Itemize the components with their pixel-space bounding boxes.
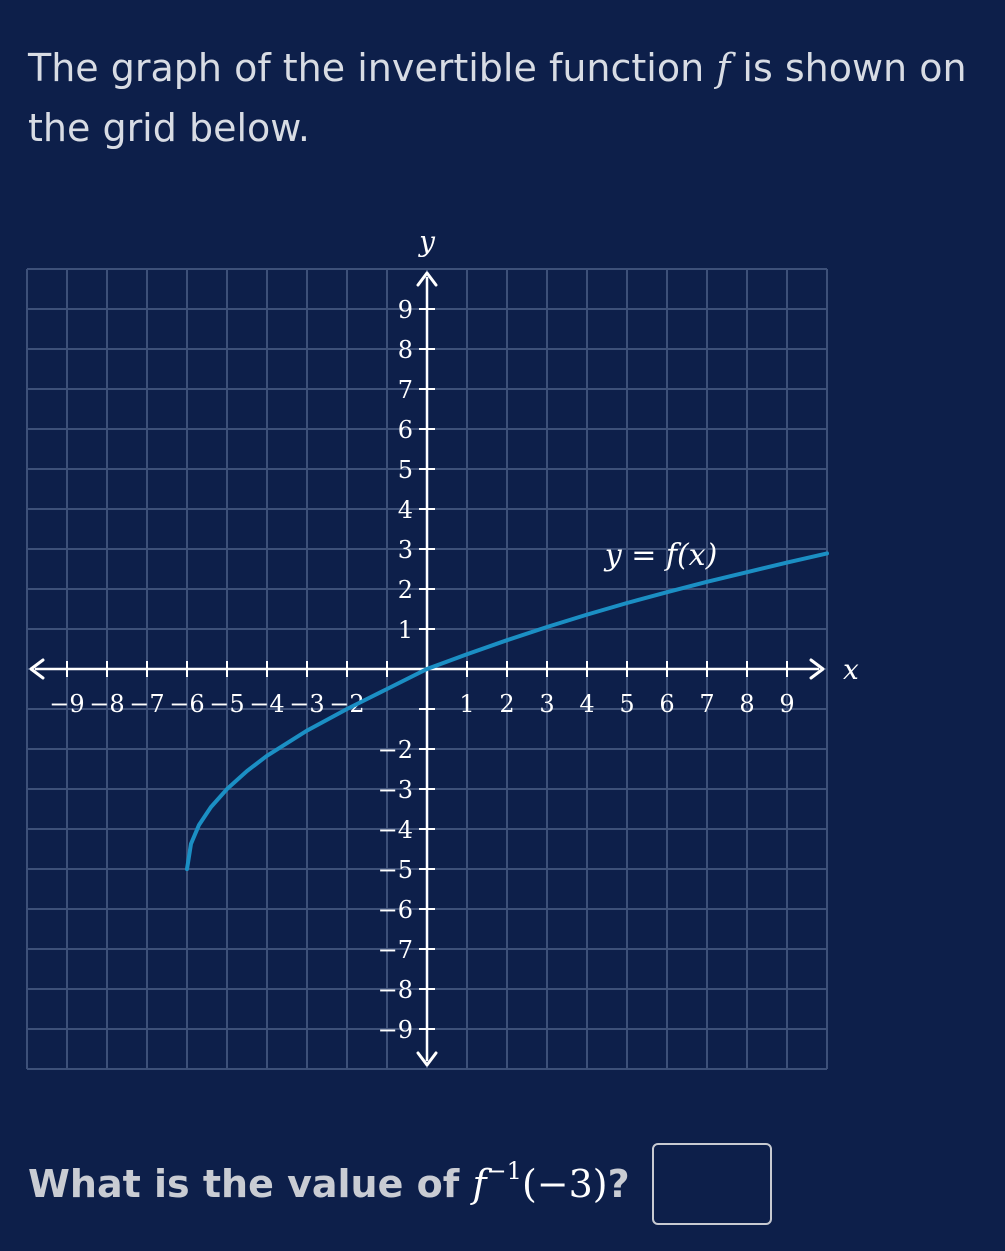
y-tick-label: −6 <box>378 896 413 924</box>
function-curve <box>185 551 829 871</box>
x-tick-label: −6 <box>169 690 204 718</box>
prompt-text-before: What is the value of <box>28 1162 473 1206</box>
x-tick-label: −4 <box>249 690 284 718</box>
answer-input[interactable] <box>651 1143 772 1225</box>
y-tick-label: 6 <box>398 416 413 444</box>
question-prompt: What is the value of f−1(−3)? <box>28 1159 630 1206</box>
y-tick-label: −2 <box>378 736 413 764</box>
y-tick-label: 4 <box>398 496 413 524</box>
y-tick-label: 2 <box>398 576 413 604</box>
y-tick-label: 9 <box>398 296 413 324</box>
y-axis-label: y <box>417 225 436 258</box>
prompt-row: What is the value of f−1(−3)? <box>28 1140 772 1228</box>
x-axis-arrow-right <box>809 658 825 680</box>
y-tick-label: 1 <box>398 616 413 644</box>
x-tick-label: 7 <box>699 690 714 718</box>
prompt-exponent: −1 <box>486 1157 522 1185</box>
x-tick-label: −5 <box>209 690 244 718</box>
x-tick-label: 4 <box>579 690 594 718</box>
x-tick-label: 5 <box>619 690 634 718</box>
y-tick-label: −5 <box>378 856 413 884</box>
x-tick-label: 9 <box>779 690 794 718</box>
x-axis-label: x <box>843 653 859 686</box>
y-axis-arrow-down <box>416 1051 438 1067</box>
prompt-argument: (−3) <box>521 1162 608 1206</box>
inverse-expression: f−1(−3) <box>472 1159 608 1206</box>
y-tick-label: −9 <box>378 1016 413 1044</box>
y-tick-label: −8 <box>378 976 413 1004</box>
prompt-text-after: ? <box>607 1162 630 1206</box>
x-axis-arrow-left <box>29 658 45 680</box>
question-intro: The graph of the invertible function f i… <box>28 38 998 158</box>
y-axis-arrow-up <box>416 271 438 287</box>
y-tick-label: −4 <box>378 816 413 844</box>
x-tick-label: −8 <box>89 690 124 718</box>
function-graph: −9 −8 −7 −6 −5 −4 −3 −2 1 2 3 4 5 6 7 8 9987654321−2−3−4… <box>26 225 859 1070</box>
y-tick-label: 5 <box>398 456 413 484</box>
y-tick-label: −7 <box>378 936 413 964</box>
prompt-function-name: f <box>472 1162 487 1206</box>
x-tick-label: −3 <box>289 690 324 718</box>
x-tick-label: 2 <box>499 690 514 718</box>
x-tick-label: −9 <box>49 690 84 718</box>
x-tick-label: 1 <box>459 690 474 718</box>
curve-label: y = f(x) <box>603 538 718 573</box>
tick-marks <box>66 308 788 1030</box>
y-tick-label: 7 <box>398 376 413 404</box>
x-tick-label: 8 <box>739 690 754 718</box>
x-tick-label: −7 <box>129 690 164 718</box>
function-name: f <box>716 46 731 90</box>
y-tick-label: −3 <box>378 776 413 804</box>
y-tick-label: 8 <box>398 336 413 364</box>
x-tick-label: 6 <box>659 690 674 718</box>
intro-text-before: The graph of the invertible function <box>28 46 717 90</box>
tick-labels: −9 −8 −7 −6 −5 −4 −3 −2 1 2 3 4 5 6 7 8 9987654321−2−3−4… <box>49 296 794 1044</box>
x-tick-label: 3 <box>539 690 554 718</box>
y-tick-label: 3 <box>398 536 413 564</box>
intro-text-after: is shown on the grid below. <box>28 46 967 150</box>
